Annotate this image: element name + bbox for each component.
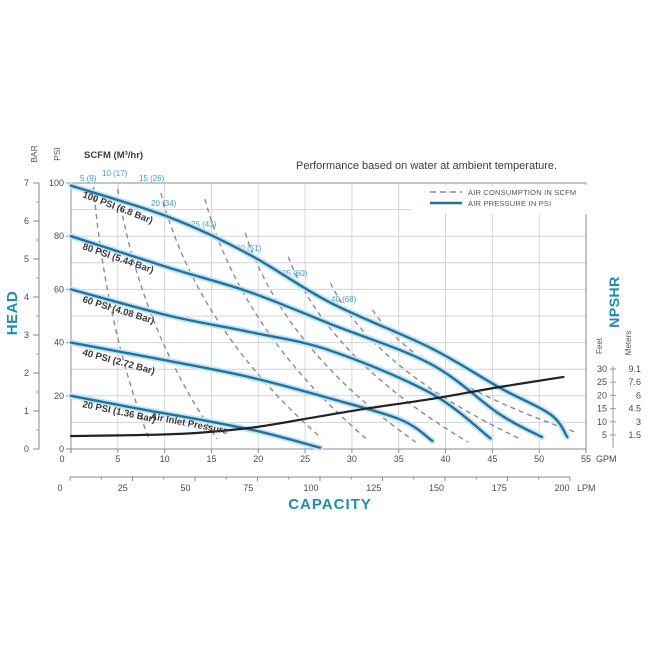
lpm-tick-label: 75 [243,483,253,493]
lpm-tick-label: 50 [180,483,190,493]
psi-tick-label: 0 [59,444,64,454]
gpm-axis: 0 5 10 15 20 25 30 35 40 45 50 55 [59,449,591,464]
bar-tick-label: 0 [24,444,29,454]
feet-tick-label: 10 [597,417,607,427]
npshr-axis-title: NPSHR [606,276,622,328]
scfm-line-label: 30 (51) [236,244,262,253]
npshr-scale: 30 9.1 25 7.6 20 6 15 4.5 10 3 5 1.5 [597,364,641,448]
gpm-unit-label: GPM [596,454,617,464]
meters-tick-label: 9.1 [628,364,641,374]
scfm-line [117,188,218,440]
bar-axis-title: BAR [29,145,39,162]
bar-tick-label: 3 [24,330,29,340]
gpm-tick-label: 50 [534,454,544,464]
bar-tick-label: 7 [24,178,29,188]
gpm-tick-label: 5 [115,454,120,464]
air-pressure-curves [68,182,571,451]
meters-tick-label: 7.6 [628,377,641,387]
chart-title: Performance based on water at ambient te… [296,160,557,172]
pressure-curve [69,288,492,440]
feet-tick-label: 20 [597,390,607,400]
capacity-axis-title: CAPACITY [288,496,372,513]
lpm-tick-label: 175 [492,483,507,493]
gpm-tick-label: 30 [347,454,357,464]
feet-tick-label: 15 [597,404,607,414]
gpm-tick-label: 35 [394,454,404,464]
bar-tick-label: 1 [24,406,29,416]
feet-axis-title: Feet [595,337,604,354]
feet-tick-label: 30 [597,364,607,374]
pressure-curve [69,184,569,439]
psi-tick-label: 20 [54,391,64,401]
scfm-line [204,198,369,441]
bar-tick-label: 4 [24,292,29,302]
psi-tick-label: 80 [54,231,64,241]
scfm-line [160,192,321,438]
lpm-axis: 0 25 50 75 100 125 150 175 200 [57,476,571,493]
scfm-header: SCFM (M³/hr) [84,150,143,161]
gpm-tick-label: 10 [160,454,170,464]
pressure-curve [69,235,544,439]
feet-tick-label: 5 [602,430,607,440]
meters-axis-title: Meters [624,331,633,355]
plot-border [70,182,587,450]
legend-background [412,185,590,214]
lpm-tick-label: 100 [303,483,318,493]
gpm-tick-label: 40 [441,454,451,464]
pressure-curve [69,394,322,449]
scfm-line [329,282,523,441]
lpm-tick-label: 125 [366,483,381,493]
scfm-line-label: 10 (17) [102,169,128,178]
gpm-tick-label: 55 [581,454,591,464]
scfm-line-label: 25 (43) [191,220,217,229]
meters-tick-label: 1.5 [628,430,641,440]
meters-tick-label: 3 [636,417,641,427]
meters-tick-label: 4.5 [628,404,641,414]
legend-air-pressure-label: AIR PRESSURE IN PSI [468,199,551,208]
pressure-curve [69,341,434,443]
scfm-line-label: 20 (34) [151,199,177,208]
legend-air-consumption-label: AIR CONSUMPTION IN SCFM [468,188,576,197]
head-axis-title: HEAD [4,291,21,336]
scfm-line-label: 5 (9) [80,174,97,183]
lpm-tick-label: 0 [57,483,62,493]
meters-tick-label: 6 [636,390,641,400]
gpm-tick-label: 20 [253,454,263,464]
scfm-line-label: 15 (26) [139,174,165,183]
lpm-tick-label: 150 [429,483,444,493]
psi-tick-label: 40 [54,338,64,348]
lpm-tick-label: 25 [118,483,128,493]
gpm-tick-label: 15 [206,454,216,464]
scfm-line-label: 35 (60) [282,269,308,278]
bar-tick-label: 5 [24,254,29,264]
legend: AIR CONSUMPTION IN SCFM AIR PRESSURE IN … [412,185,590,214]
feet-tick-label: 25 [597,377,607,387]
psi-axis-title: PSI [52,147,62,161]
gpm-tick-label: 0 [59,454,64,464]
npshr-line [69,375,565,438]
bar-tick-label: 2 [24,368,29,378]
psi-tick-label: 60 [54,284,64,294]
psi-axis: 0 20 40 60 80 100 [49,178,71,454]
psi-tick-label: 100 [49,178,64,188]
gpm-tick-label: 25 [300,454,310,464]
gpm-tick-label: 45 [487,454,497,464]
scfm-line-label: 40 (68) [331,295,357,304]
bar-axis: 0 1 2 3 4 5 6 7 [24,178,40,454]
npshr-curve [69,375,565,438]
lpm-tick-label: 200 [554,483,569,493]
lpm-unit-label: LPM [577,483,596,493]
bar-tick-label: 6 [24,216,29,226]
